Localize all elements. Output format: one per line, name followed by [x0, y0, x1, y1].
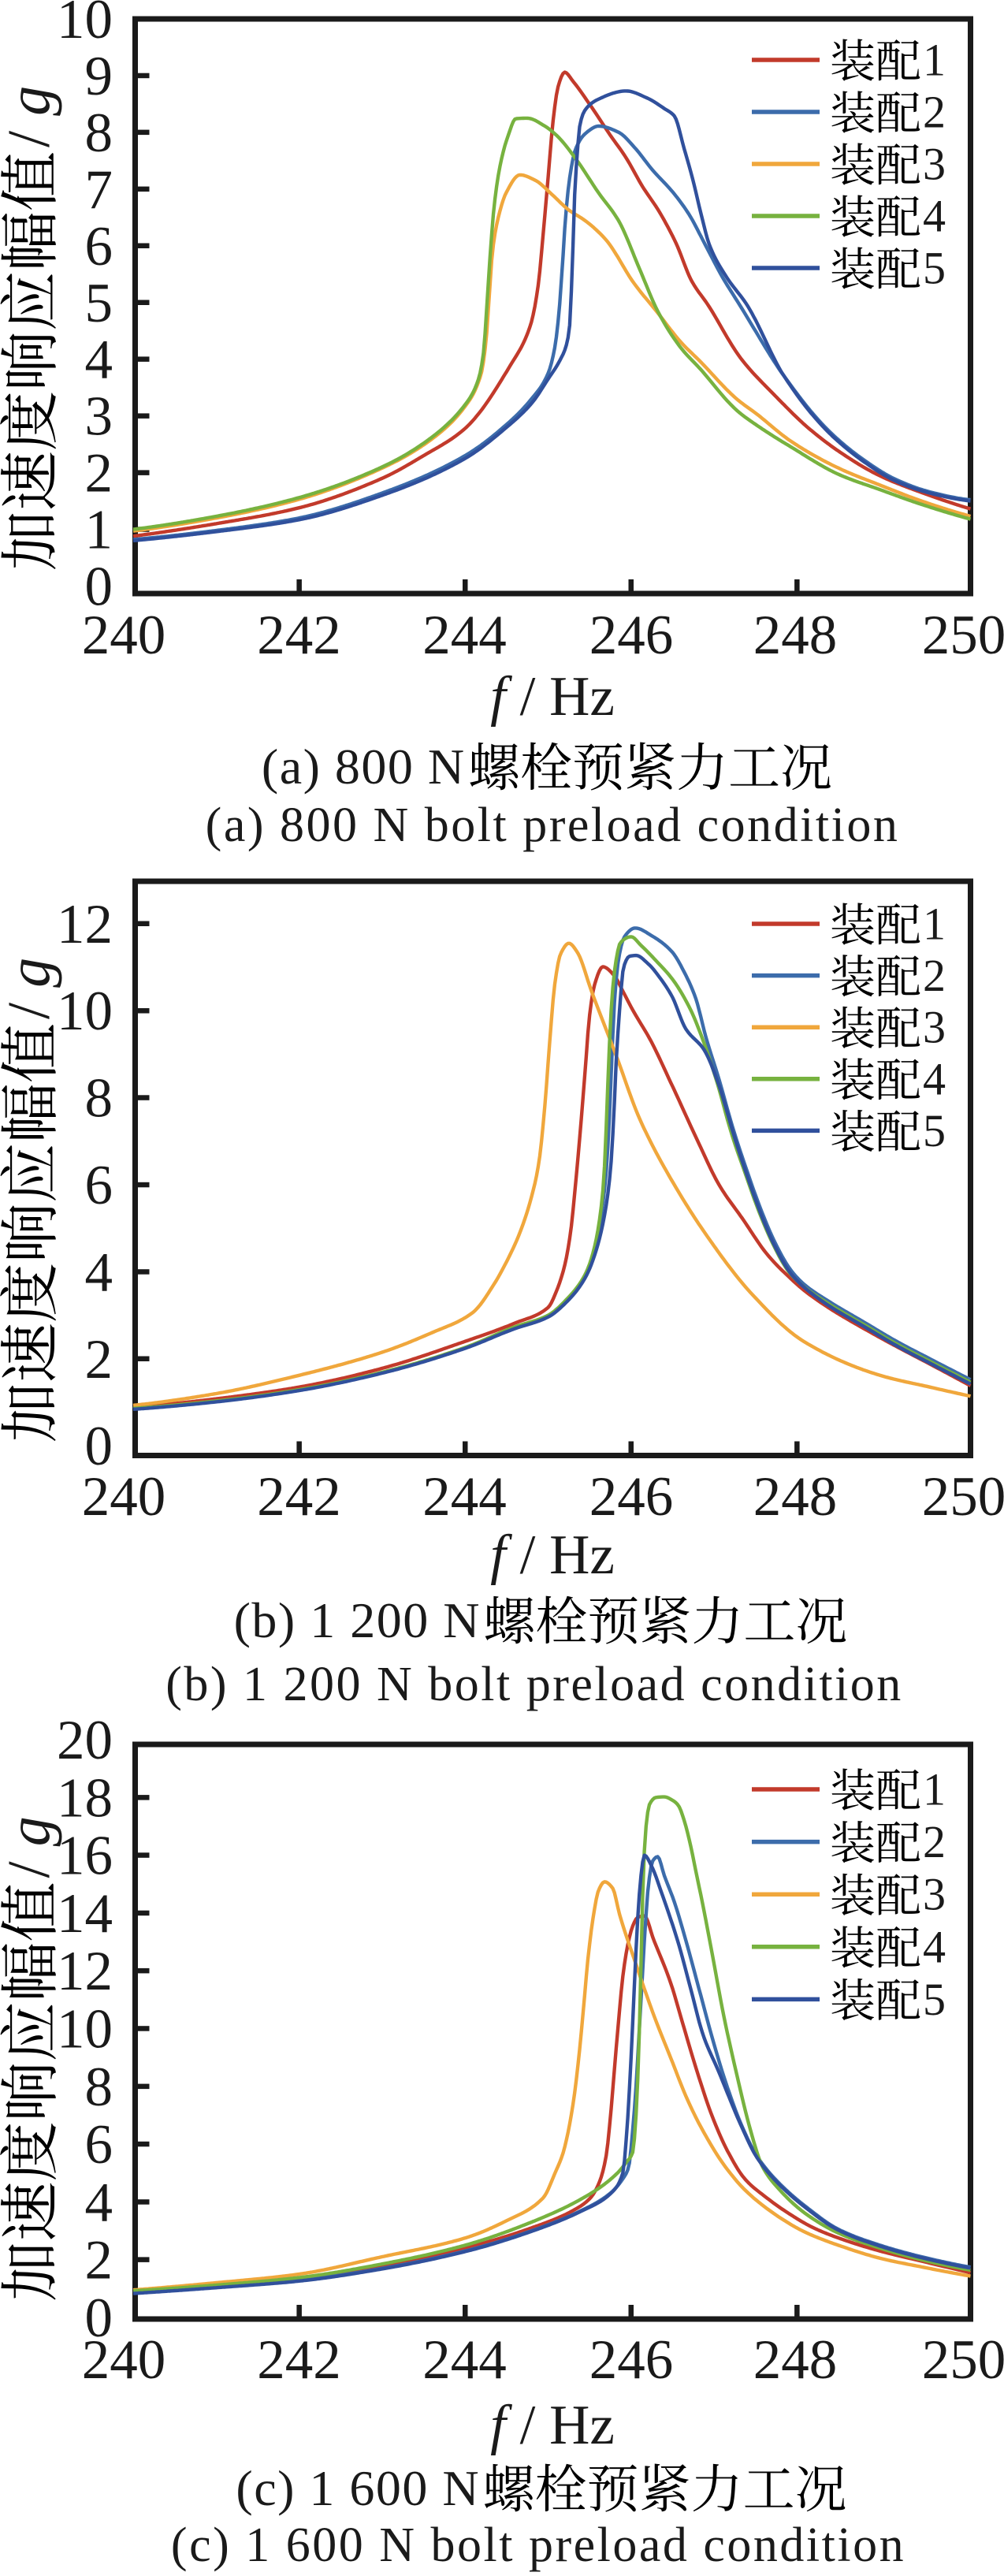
- svg-text:242: 242: [257, 605, 341, 666]
- svg-text:/ g: / g: [0, 86, 62, 147]
- svg-text:240: 240: [82, 605, 166, 666]
- svg-text:250: 250: [922, 605, 1004, 666]
- svg-text:250: 250: [922, 2329, 1004, 2391]
- svg-text:4: 4: [85, 329, 113, 391]
- svg-text:3: 3: [923, 1002, 946, 1053]
- svg-text:9: 9: [85, 46, 113, 107]
- svg-text:20: 20: [57, 1710, 113, 1771]
- svg-text:240: 240: [82, 2329, 166, 2391]
- svg-text:5: 5: [923, 1974, 946, 2025]
- svg-text:246: 246: [589, 605, 674, 666]
- svg-text:2: 2: [85, 2230, 113, 2291]
- svg-text:(b) 1 200 N bolt preload cond: (b) 1 200 N bolt preload condition: [165, 1658, 903, 1711]
- svg-text:4: 4: [923, 1053, 946, 1104]
- svg-text:250: 250: [922, 1466, 1004, 1528]
- svg-text:6: 6: [85, 1155, 113, 1216]
- svg-text:5: 5: [923, 243, 946, 294]
- svg-text:2: 2: [923, 1816, 946, 1867]
- svg-text:14: 14: [57, 1883, 113, 1945]
- svg-text:4: 4: [923, 1921, 946, 1972]
- svg-text:/ g: / g: [0, 1816, 62, 1878]
- svg-text:4: 4: [923, 191, 946, 242]
- svg-text:7: 7: [85, 159, 113, 221]
- svg-text:8: 8: [85, 102, 113, 164]
- svg-text:2: 2: [923, 87, 946, 138]
- svg-text:12: 12: [57, 1941, 113, 2002]
- svg-text:240: 240: [82, 1466, 166, 1528]
- svg-text:3: 3: [923, 139, 946, 190]
- svg-text:6: 6: [85, 2114, 113, 2176]
- svg-text:4: 4: [85, 2172, 113, 2233]
- svg-text:f / Hz: f / Hz: [490, 2395, 615, 2456]
- svg-text:16: 16: [57, 1826, 113, 1887]
- svg-text:(c) 1 600 N bolt preload cond: (c) 1 600 N bolt preload condition: [171, 2518, 905, 2572]
- svg-text:1: 1: [923, 899, 946, 950]
- svg-text:18: 18: [57, 1767, 113, 1829]
- svg-text:10: 10: [57, 1999, 113, 2060]
- svg-text:/ g: / g: [0, 958, 62, 1019]
- svg-text:1: 1: [923, 35, 946, 86]
- svg-text:246: 246: [589, 1466, 674, 1528]
- svg-text:4: 4: [85, 1241, 113, 1303]
- svg-text:(a) 800 N bolt preload condit: (a) 800 N bolt preload condition: [206, 798, 900, 852]
- svg-text:5: 5: [85, 273, 113, 334]
- svg-text:242: 242: [257, 1466, 341, 1528]
- svg-text:10: 10: [57, 0, 113, 50]
- svg-text:248: 248: [753, 1466, 838, 1528]
- svg-text:0: 0: [85, 1416, 113, 1477]
- svg-text:(b) 1 200 N: (b) 1 200 N: [234, 1592, 481, 1648]
- svg-text:246: 246: [589, 2329, 674, 2391]
- svg-text:12: 12: [57, 894, 113, 955]
- svg-text:244: 244: [422, 605, 507, 666]
- svg-text:5: 5: [923, 1105, 946, 1156]
- svg-text:f / Hz: f / Hz: [490, 666, 615, 728]
- svg-text:10: 10: [57, 981, 113, 1042]
- svg-text:0: 0: [85, 2288, 113, 2349]
- svg-text:2: 2: [85, 1329, 113, 1390]
- svg-text:8: 8: [85, 2057, 113, 2118]
- svg-text:6: 6: [85, 216, 113, 277]
- svg-text:1: 1: [85, 500, 113, 561]
- svg-text:3: 3: [85, 386, 113, 448]
- svg-text:244: 244: [422, 1466, 507, 1528]
- svg-text:0: 0: [85, 557, 113, 618]
- svg-text:248: 248: [753, 605, 838, 666]
- svg-text:8: 8: [85, 1068, 113, 1130]
- svg-text:f / Hz: f / Hz: [490, 1524, 615, 1586]
- svg-text:248: 248: [753, 2329, 838, 2391]
- svg-text:2: 2: [85, 443, 113, 504]
- svg-text:2: 2: [923, 950, 946, 1001]
- svg-text:3: 3: [923, 1869, 946, 1920]
- svg-text:(c) 1 600 N: (c) 1 600 N: [236, 2460, 480, 2516]
- svg-text:242: 242: [257, 2329, 341, 2391]
- svg-text:(a) 800 N: (a) 800 N: [262, 739, 466, 795]
- svg-text:1: 1: [923, 1764, 946, 1815]
- svg-text:244: 244: [422, 2329, 507, 2391]
